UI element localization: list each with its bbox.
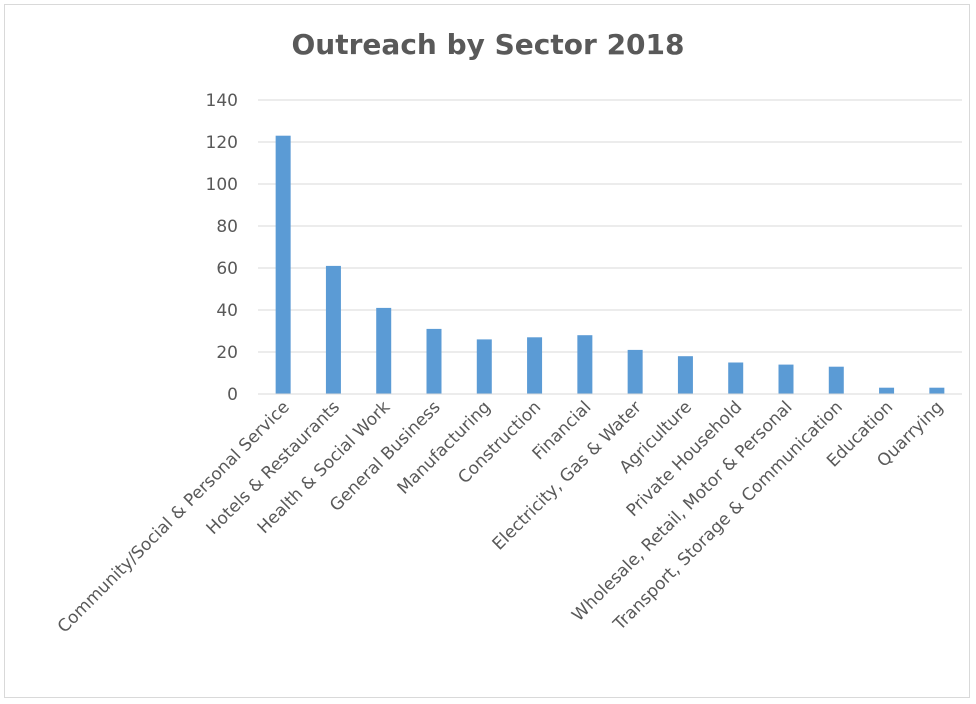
bar [325,265,341,394]
x-axis-labels: Community/Social & Personal ServiceHotel… [54,397,947,637]
y-tick-label: 140 [206,91,238,111]
x-category-label: Community/Social & Personal Service [54,397,294,637]
bar [426,328,442,394]
bars [275,135,945,394]
y-tick-label: 100 [206,175,238,195]
chart-title: Outreach by Sector 2018 [291,28,685,61]
bar [879,387,895,394]
bar [376,307,392,394]
bar [627,349,643,394]
y-tick-label: 120 [206,133,238,153]
bar [527,337,543,394]
y-tick-label: 60 [216,259,238,279]
bar [778,364,794,394]
y-tick-label: 80 [216,217,238,237]
y-tick-label: 40 [216,301,238,321]
bar [476,339,492,394]
y-axis-ticks: 0 20 40 60 80 100 120 140 [206,91,238,405]
bar [929,387,945,394]
bar [828,366,844,394]
bar [728,362,744,394]
y-tick-label: 0 [227,385,238,405]
bar [577,335,593,394]
y-tick-label: 20 [216,343,238,363]
gridlines [258,99,962,353]
bar [275,135,291,394]
bar [677,356,693,394]
